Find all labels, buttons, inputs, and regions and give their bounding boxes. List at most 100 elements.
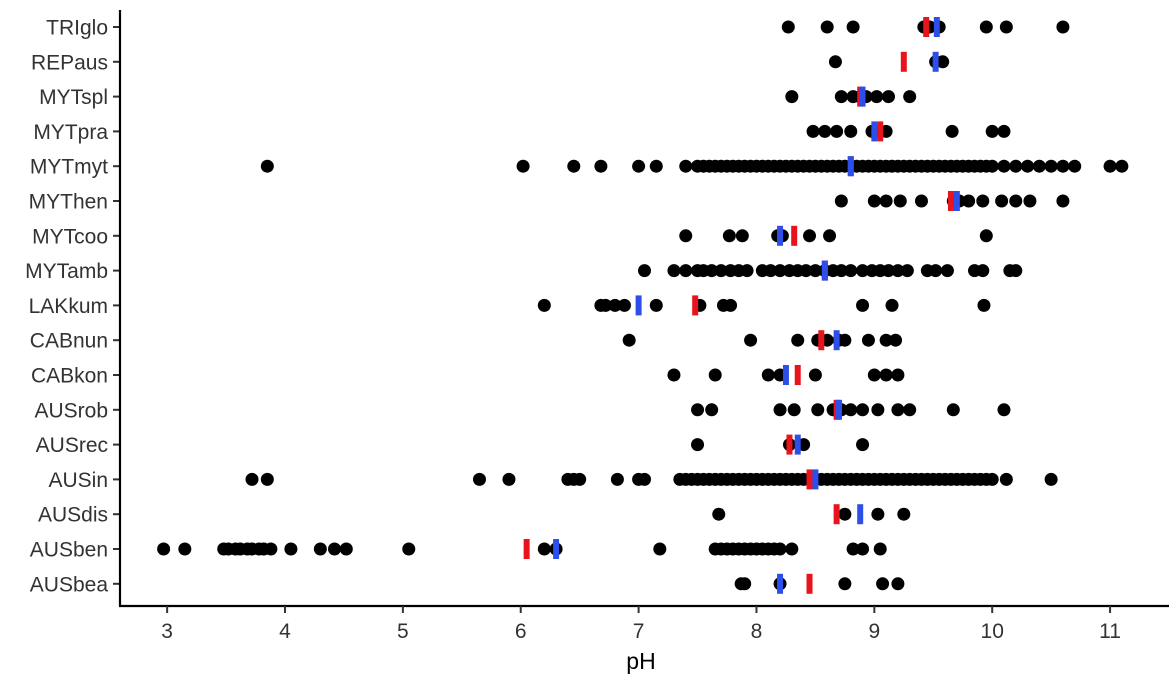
data-point <box>873 542 887 556</box>
blue-marker <box>835 399 842 420</box>
data-point <box>787 403 801 417</box>
data-point <box>260 472 274 486</box>
data-point <box>622 333 636 347</box>
data-point <box>773 542 787 556</box>
data-point <box>844 124 858 138</box>
red-marker <box>806 573 813 594</box>
data-point <box>502 472 516 486</box>
y-tick-label: AUSin <box>48 469 108 492</box>
y-tick-label: AUSben <box>30 539 108 562</box>
data-point <box>667 264 681 278</box>
red-marker <box>806 469 813 490</box>
y-tick-label: MYTpra <box>33 121 108 144</box>
data-point <box>638 472 651 486</box>
data-point <box>567 159 581 173</box>
data-point <box>1056 194 1070 208</box>
y-tick-label: AUSrec <box>36 434 108 457</box>
data-point <box>846 542 860 556</box>
data-point <box>691 438 705 452</box>
data-point <box>708 368 722 382</box>
data-point <box>744 333 758 347</box>
data-point <box>844 264 858 278</box>
data-point <box>679 229 693 243</box>
y-tick-label: MYTmyt <box>30 156 108 179</box>
data-point <box>870 90 884 104</box>
data-point <box>867 368 881 382</box>
data-point <box>830 124 844 138</box>
data-point <box>820 20 834 34</box>
data-point <box>339 542 353 556</box>
blue-marker <box>932 51 939 72</box>
blue-marker <box>794 434 801 455</box>
data-point <box>828 55 842 69</box>
y-tick-label: AUSdis <box>38 504 108 527</box>
red-marker <box>818 330 825 351</box>
red-marker <box>794 365 801 385</box>
data-point <box>632 159 646 173</box>
data-point <box>599 298 613 312</box>
data-point <box>946 403 960 417</box>
data-point <box>679 264 693 278</box>
data-point <box>608 298 622 312</box>
data-point <box>573 472 587 486</box>
summary-markers <box>523 17 960 594</box>
data-point <box>402 542 416 556</box>
data-point <box>781 20 795 34</box>
data-point <box>929 264 943 278</box>
red-marker <box>786 434 793 455</box>
data-point <box>867 194 881 208</box>
y-tick-label: LAKkum <box>29 295 108 318</box>
x-tick-label: 11 <box>1099 620 1121 643</box>
data-point <box>838 333 852 347</box>
data-point <box>649 298 663 312</box>
data-point <box>985 472 999 486</box>
data-point <box>879 194 893 208</box>
data-point <box>1009 194 1023 208</box>
data-point <box>891 577 905 591</box>
data-point <box>940 264 954 278</box>
data-point <box>903 90 917 104</box>
y-axis-labels: TRIglo REPaus MYTspl MYTpra MYTmyt MYThen MYTc… <box>25 17 108 597</box>
data-point <box>846 20 860 34</box>
data-point <box>885 298 899 312</box>
x-axis-labels: 3 4 5 6 7 8 9 10 11 <box>161 620 1121 643</box>
blue-marker <box>782 365 789 385</box>
data-point <box>823 229 837 243</box>
red-marker <box>523 539 530 559</box>
blue-marker <box>812 469 819 490</box>
data-point <box>861 333 875 347</box>
blue-marker <box>847 156 854 177</box>
x-tick-label: 8 <box>751 620 763 643</box>
y-tick-label: MYTcoo <box>32 225 108 248</box>
data-point <box>856 264 870 278</box>
data-point <box>705 264 719 278</box>
data-point <box>773 403 787 417</box>
data-point <box>997 124 1011 138</box>
red-marker <box>692 295 699 316</box>
data-point <box>264 542 278 556</box>
data-point <box>979 229 993 243</box>
x-tick-label: 3 <box>161 620 173 643</box>
data-point <box>808 264 822 278</box>
data-point <box>761 368 775 382</box>
data-point <box>811 403 825 417</box>
data-point <box>889 333 903 347</box>
data-point <box>1056 20 1070 34</box>
y-tick-label: MYTamb <box>25 260 108 283</box>
data-point <box>844 403 858 417</box>
data-point <box>722 229 736 243</box>
data-point <box>178 542 192 556</box>
data-point <box>714 264 728 278</box>
data-point <box>834 264 848 278</box>
data-point <box>516 159 530 173</box>
y-tick-label: TRIglo <box>46 17 108 40</box>
data-point <box>856 298 870 312</box>
data-point <box>995 194 1009 208</box>
data-point <box>879 368 893 382</box>
data-point <box>1023 194 1037 208</box>
data-point <box>537 542 551 556</box>
data-point <box>871 403 885 417</box>
data-point <box>313 542 327 556</box>
data-point <box>881 264 895 278</box>
